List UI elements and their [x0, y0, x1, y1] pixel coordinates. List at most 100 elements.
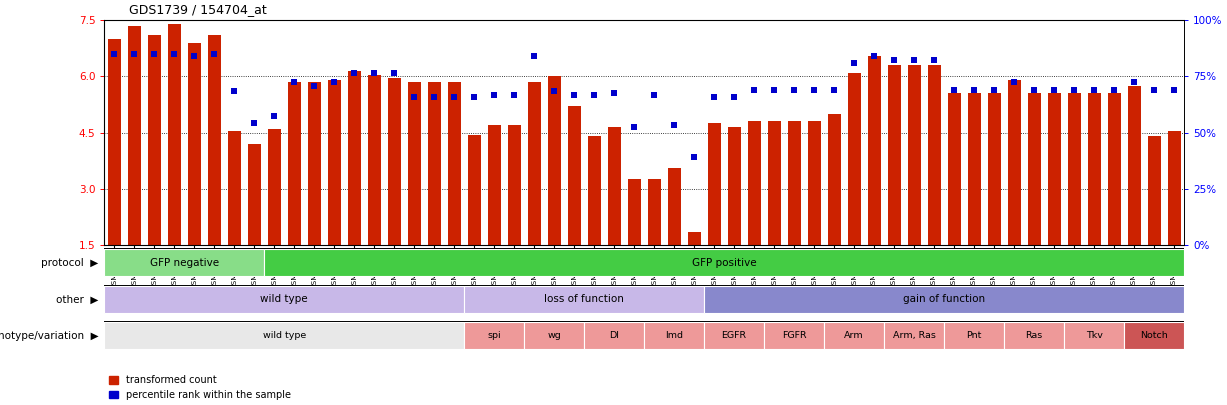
Text: other  ▶: other ▶: [55, 294, 98, 304]
Bar: [368, 75, 380, 245]
Bar: [908, 65, 920, 245]
Bar: [588, 136, 601, 245]
Bar: [308, 82, 320, 245]
Bar: [328, 80, 341, 245]
Text: genotype/variation  ▶: genotype/variation ▶: [0, 331, 98, 341]
Point: [464, 94, 483, 100]
Point: [1064, 86, 1083, 93]
Point: [764, 86, 784, 93]
Text: Imd: Imd: [665, 331, 683, 340]
Point: [825, 86, 844, 93]
Point: [1164, 86, 1184, 93]
Bar: [487, 125, 501, 245]
Point: [1085, 86, 1104, 93]
Text: wild type: wild type: [260, 294, 308, 304]
Point: [545, 88, 564, 95]
Bar: [764, 322, 825, 349]
Bar: [288, 82, 301, 245]
Point: [345, 70, 364, 76]
Point: [1004, 79, 1023, 85]
Point: [945, 86, 964, 93]
Point: [124, 51, 144, 57]
Point: [584, 92, 604, 98]
Bar: [1064, 322, 1124, 349]
Bar: [347, 71, 361, 245]
Point: [405, 94, 425, 100]
Bar: [708, 123, 720, 245]
Bar: [828, 114, 840, 245]
Bar: [267, 129, 281, 245]
Point: [805, 86, 825, 93]
Bar: [747, 122, 761, 245]
Bar: [428, 82, 440, 245]
Bar: [524, 322, 584, 349]
Point: [1025, 86, 1044, 93]
Point: [984, 86, 1004, 93]
Point: [724, 94, 744, 100]
Text: wg: wg: [547, 331, 561, 340]
Bar: [1128, 86, 1141, 245]
Point: [285, 79, 304, 85]
Bar: [885, 322, 944, 349]
Bar: [648, 179, 660, 245]
Bar: [104, 322, 464, 349]
Bar: [848, 73, 860, 245]
Text: FGFR: FGFR: [782, 331, 806, 340]
Bar: [388, 78, 401, 245]
Point: [664, 122, 683, 128]
Point: [1124, 79, 1144, 85]
Text: wild type: wild type: [263, 331, 306, 340]
Point: [844, 60, 864, 66]
Bar: [104, 286, 464, 313]
Bar: [228, 131, 240, 245]
Point: [145, 51, 164, 57]
Point: [685, 154, 704, 160]
Point: [904, 56, 924, 63]
Text: spi: spi: [487, 331, 501, 340]
Bar: [1124, 322, 1184, 349]
Point: [1104, 86, 1124, 93]
Point: [304, 83, 324, 89]
Bar: [1004, 322, 1064, 349]
Bar: [147, 35, 161, 245]
Bar: [464, 286, 704, 313]
Bar: [988, 93, 1000, 245]
Bar: [128, 26, 141, 245]
Bar: [547, 77, 561, 245]
Point: [964, 86, 984, 93]
Bar: [188, 43, 201, 245]
Bar: [467, 134, 481, 245]
Bar: [1027, 93, 1040, 245]
Point: [104, 51, 124, 57]
Bar: [1007, 80, 1021, 245]
Text: loss of function: loss of function: [545, 294, 625, 304]
Point: [644, 92, 664, 98]
Bar: [568, 107, 580, 245]
Bar: [825, 322, 885, 349]
Bar: [728, 127, 741, 245]
Text: GFP positive: GFP positive: [692, 258, 757, 268]
Bar: [644, 322, 704, 349]
Bar: [464, 322, 524, 349]
Point: [564, 92, 584, 98]
Point: [384, 70, 404, 76]
Bar: [628, 179, 640, 245]
Point: [1145, 86, 1164, 93]
Text: EGFR: EGFR: [721, 331, 747, 340]
Point: [164, 51, 184, 57]
Bar: [168, 24, 180, 245]
Bar: [584, 322, 644, 349]
Bar: [528, 82, 541, 245]
Point: [425, 94, 444, 100]
Bar: [968, 93, 980, 245]
Bar: [704, 286, 1184, 313]
Point: [225, 88, 244, 95]
Text: GDS1739 / 154704_at: GDS1739 / 154704_at: [129, 3, 266, 16]
Bar: [448, 82, 460, 245]
Text: Tkv: Tkv: [1086, 331, 1103, 340]
Point: [324, 79, 344, 85]
Text: protocol  ▶: protocol ▶: [40, 258, 98, 268]
Bar: [1067, 93, 1081, 245]
Bar: [928, 65, 941, 245]
Point: [444, 94, 464, 100]
